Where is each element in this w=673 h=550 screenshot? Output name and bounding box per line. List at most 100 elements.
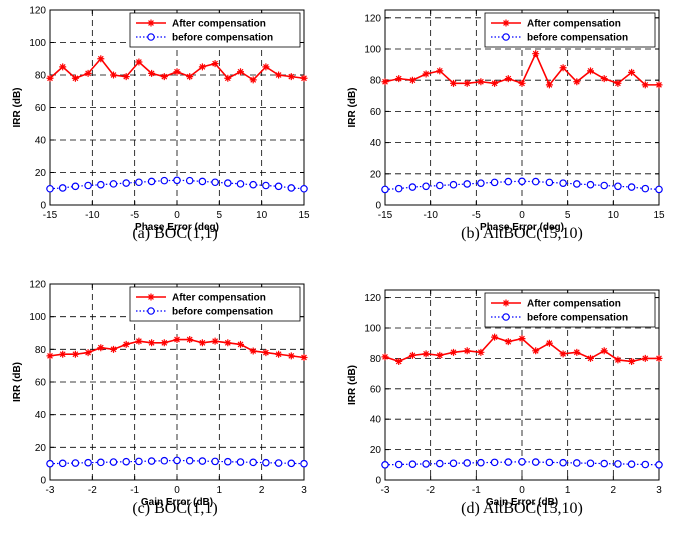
- data-point-star: [408, 76, 416, 84]
- data-point-circle: [545, 178, 554, 187]
- data-point-star: [477, 348, 485, 356]
- data-point-star: [641, 354, 649, 362]
- data-point-star: [450, 348, 457, 356]
- data-point-star: [135, 337, 143, 345]
- data-point-circle: [198, 457, 207, 465]
- data-point-circle: [46, 459, 54, 468]
- data-point-star: [587, 354, 594, 362]
- data-point-star: [504, 75, 512, 83]
- data-point-star: [287, 352, 295, 360]
- data-point-circle: [71, 459, 80, 467]
- data-point-star: [237, 68, 244, 76]
- x-tick-label: -1: [130, 485, 139, 496]
- data-point-circle: [655, 460, 663, 469]
- y-tick-label: 40: [370, 415, 382, 426]
- data-point-circle: [97, 458, 105, 467]
- data-point-star: [198, 339, 206, 347]
- data-point-star: [491, 333, 499, 341]
- data-point-star: [395, 357, 403, 365]
- x-tick-label: 15: [298, 210, 310, 221]
- data-point-star: [224, 339, 232, 347]
- data-point-star: [532, 50, 540, 58]
- data-point-star: [614, 356, 622, 364]
- x-tick-label: 3: [301, 485, 307, 496]
- data-point-circle: [408, 460, 417, 468]
- y-tick-label: 120: [364, 293, 381, 304]
- data-point-circle: [394, 460, 403, 469]
- data-point-circle: [249, 180, 258, 189]
- data-point-star: [262, 63, 270, 71]
- data-point-circle: [435, 459, 444, 468]
- x-tick-label: 0: [519, 485, 525, 496]
- x-tick-label: -15: [378, 210, 393, 221]
- data-point-circle: [641, 460, 650, 469]
- data-point-star: [381, 78, 389, 86]
- y-tick-label: 20: [370, 169, 382, 180]
- chart-panel-1: -15 -10 -5 0 5 10 15 0 20 40 60 80 100 120 Phase Error…: [12, 6, 310, 243]
- data-point-circle: [173, 456, 181, 465]
- panel-caption: (b) AltBOC(15,10): [461, 225, 583, 242]
- y-tick-label: 100: [364, 324, 381, 335]
- data-point-star: [198, 63, 206, 71]
- data-point-star: [59, 350, 67, 358]
- data-point-star: [628, 68, 636, 76]
- data-point-star: [628, 357, 636, 365]
- y-tick-label: 80: [370, 76, 382, 87]
- y-tick-label: 100: [29, 312, 46, 323]
- legend-marker-circle: [502, 313, 510, 321]
- data-point-circle: [198, 177, 207, 186]
- data-point-circle: [147, 177, 156, 186]
- data-point-circle: [287, 184, 296, 192]
- x-tick-label: -5: [472, 210, 481, 221]
- data-point-circle: [600, 181, 609, 190]
- x-tick-label: 3: [656, 485, 662, 496]
- data-point-star: [84, 69, 92, 77]
- x-tick-label: 15: [653, 210, 665, 221]
- data-point-circle: [572, 180, 581, 188]
- data-point-circle: [160, 176, 169, 185]
- data-point-circle: [381, 460, 389, 469]
- data-point-star: [545, 339, 553, 347]
- data-point-circle: [531, 177, 540, 186]
- data-point-star: [532, 347, 540, 355]
- data-point-circle: [627, 460, 636, 468]
- data-point-circle: [504, 177, 513, 186]
- data-point-star: [381, 353, 389, 361]
- data-point-circle: [504, 458, 513, 466]
- y-tick-label: 0: [375, 476, 381, 487]
- y-axis-label: IRR (dB): [12, 88, 23, 128]
- data-point-star: [463, 79, 471, 87]
- legend-label: before compensation: [527, 313, 628, 324]
- data-point-star: [422, 350, 430, 358]
- legend-label: After compensation: [172, 293, 266, 304]
- data-point-circle: [122, 179, 131, 187]
- data-point-star: [655, 81, 663, 89]
- data-point-star: [211, 337, 219, 345]
- data-point-star: [545, 81, 553, 89]
- data-point-circle: [58, 459, 67, 468]
- data-point-circle: [287, 459, 296, 468]
- data-point-circle: [122, 457, 131, 466]
- data-point-star: [173, 336, 181, 344]
- data-point-star: [408, 351, 416, 359]
- data-point-star: [641, 81, 649, 89]
- x-tick-label: -2: [88, 485, 97, 496]
- legend-box: [129, 286, 301, 322]
- data-point-star: [573, 348, 581, 356]
- data-point-star: [655, 354, 663, 362]
- data-point-circle: [185, 176, 194, 185]
- data-point-circle: [490, 458, 499, 467]
- x-axis-label: Gain Error (dB): [486, 497, 558, 508]
- y-tick-label: 60: [370, 384, 382, 395]
- data-point-star: [600, 347, 608, 355]
- x-tick-label: 5: [217, 210, 223, 221]
- data-point-circle: [160, 456, 169, 465]
- data-point-star: [148, 339, 156, 347]
- chart-panel-2: -15 -10 -5 0 5 10 15 0 20 40 60 80 100 120 Phase Error…: [347, 9, 665, 242]
- y-tick-label: 20: [370, 445, 382, 456]
- data-point-star: [110, 345, 117, 353]
- panel-caption: (a) BOC(1,1): [132, 225, 217, 242]
- legend-marker-star: [502, 299, 510, 307]
- data-point-star: [173, 68, 181, 76]
- data-point-star: [504, 338, 512, 346]
